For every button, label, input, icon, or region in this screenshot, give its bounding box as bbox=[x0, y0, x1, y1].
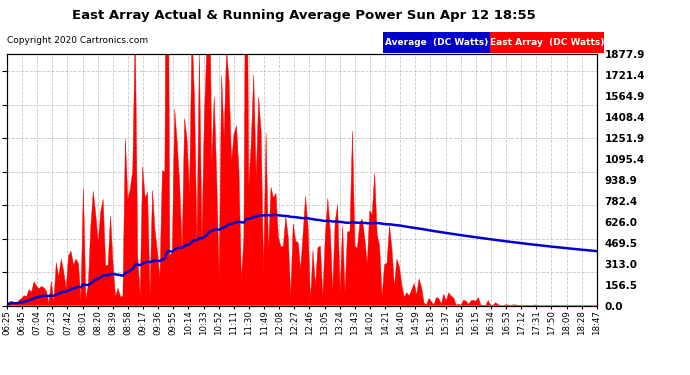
Text: Copyright 2020 Cartronics.com: Copyright 2020 Cartronics.com bbox=[7, 36, 148, 45]
Text: East Array  (DC Watts): East Array (DC Watts) bbox=[490, 38, 604, 47]
Text: East Array Actual & Running Average Power Sun Apr 12 18:55: East Array Actual & Running Average Powe… bbox=[72, 9, 535, 22]
Text: Average  (DC Watts): Average (DC Watts) bbox=[385, 38, 488, 47]
